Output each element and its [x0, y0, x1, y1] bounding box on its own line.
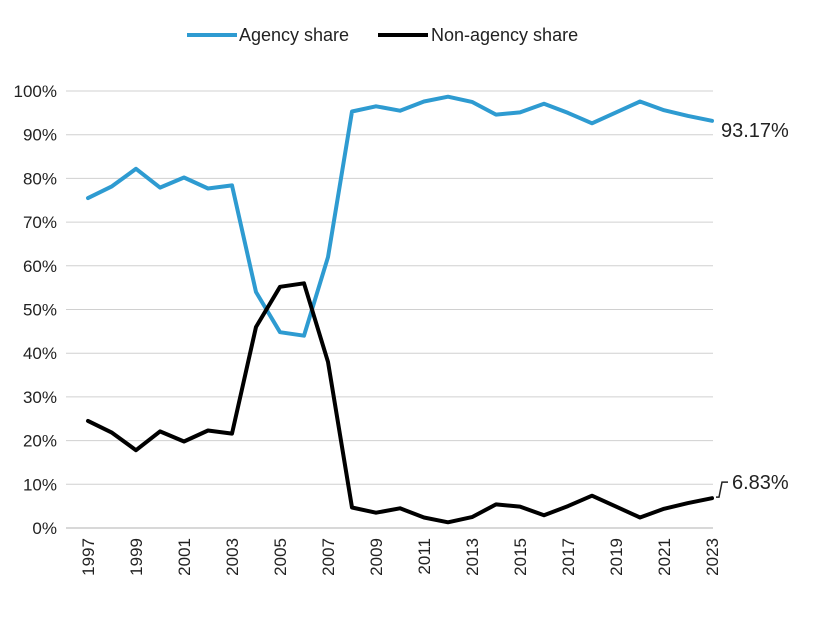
x-axis-tick-labels: 1997 1999 2001 2003 2005 2007 2009 2011 2013 2015…	[79, 538, 722, 576]
x-tick-label: 2003	[223, 538, 242, 576]
x-tick-label: 2021	[655, 538, 674, 576]
end-labels: 93.17% 6.83%	[716, 120, 789, 498]
x-tick-label: 2017	[559, 538, 578, 576]
series-lines	[86, 94, 714, 525]
y-tick-label: 100%	[14, 82, 57, 101]
y-tick-label: 40%	[23, 344, 57, 363]
x-tick-label: 2019	[607, 538, 626, 576]
x-tick-label: 2013	[463, 538, 482, 576]
x-tick-label: 2005	[271, 538, 290, 576]
series-line-non-agency-share	[86, 281, 714, 525]
y-tick-label: 90%	[23, 126, 57, 145]
x-tick-label: 2011	[415, 538, 434, 575]
end-label-agency-share: 93.17%	[721, 120, 789, 142]
x-tick-label: 2001	[175, 538, 194, 576]
y-tick-label: 60%	[23, 257, 57, 276]
legend-label-non-agency-share: Non-agency share	[431, 25, 578, 45]
end-label-non-agency-share: 6.83%	[732, 472, 789, 494]
legend-label-agency-share: Agency share	[239, 25, 349, 45]
y-tick-label: 10%	[23, 475, 57, 494]
series-line-agency-share	[86, 94, 714, 338]
y-tick-label: 30%	[23, 388, 57, 407]
x-tick-label: 2009	[367, 538, 386, 576]
y-tick-label: 0%	[32, 519, 57, 538]
x-tick-label: 2007	[319, 538, 338, 576]
x-tick-label: 1999	[127, 538, 146, 576]
y-tick-label: 80%	[23, 169, 57, 188]
y-tick-label: 50%	[23, 301, 57, 320]
x-tick-label: 2023	[703, 538, 722, 576]
y-tick-label: 70%	[23, 213, 57, 232]
x-tick-label: 2015	[511, 538, 530, 576]
end-label-leader-line	[716, 481, 728, 498]
y-tick-label: 20%	[23, 432, 57, 451]
gridlines	[66, 90, 713, 485]
y-axis-tick-labels: 0% 10% 20% 30% 40% 50% 60% 70% 80% 90% 100%	[14, 82, 57, 538]
x-tick-label: 1997	[79, 538, 98, 576]
legend: Agency share Non-agency share	[187, 25, 578, 45]
